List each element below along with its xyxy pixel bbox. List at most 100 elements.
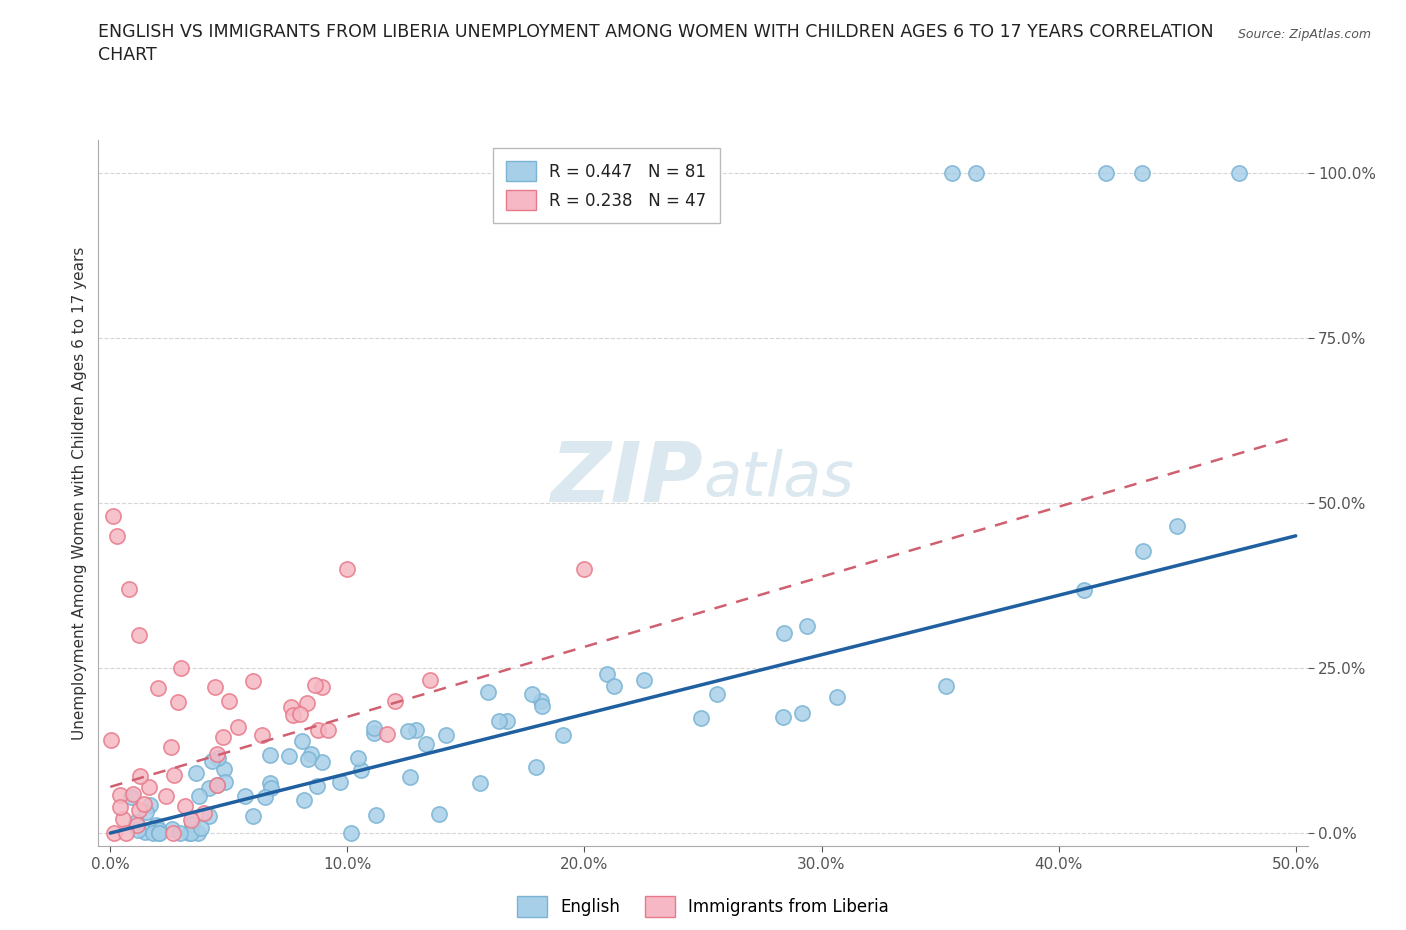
Point [405, 723, 427, 737]
Point [204, 679, 226, 694]
Point [292, 792, 315, 807]
Point [283, 708, 305, 723]
Point [477, 684, 499, 699]
Point [163, 767, 186, 782]
Point [690, 711, 713, 725]
Point [260, 780, 283, 795]
Point [121, 786, 143, 801]
Point [522, 686, 544, 701]
Point [384, 694, 406, 709]
Point [226, 720, 249, 735]
Point [415, 737, 437, 751]
Point [114, 826, 136, 841]
Point [311, 679, 333, 694]
Point [364, 808, 387, 823]
Point [148, 823, 170, 838]
Point [297, 751, 319, 766]
Point [340, 826, 363, 841]
Point [198, 780, 221, 795]
Point [201, 753, 224, 768]
Point [336, 562, 359, 577]
Point [329, 775, 352, 790]
Point [174, 799, 197, 814]
Point [155, 788, 177, 803]
Y-axis label: Unemployment Among Women with Children Ages 6 to 17 years: Unemployment Among Women with Children A… [72, 246, 87, 739]
Point [318, 722, 340, 737]
Legend: English, Immigrants from Liberia: English, Immigrants from Liberia [503, 883, 903, 930]
Point [148, 826, 170, 841]
Point [434, 728, 457, 743]
Point [827, 689, 849, 704]
Point [242, 673, 264, 688]
Point [603, 679, 626, 694]
Point [190, 820, 212, 835]
Point [551, 728, 574, 743]
Point [135, 804, 157, 819]
Point [128, 803, 150, 817]
Text: ENGLISH VS IMMIGRANTS FROM LIBERIA UNEMPLOYMENT AMONG WOMEN WITH CHILDREN AGES 6: ENGLISH VS IMMIGRANTS FROM LIBERIA UNEMP… [98, 23, 1213, 41]
Point [103, 826, 125, 841]
Point [105, 528, 128, 543]
Text: atlas: atlas [703, 449, 853, 509]
Point [177, 826, 200, 841]
Point [242, 809, 264, 824]
Point [531, 698, 554, 713]
Point [347, 751, 370, 765]
Point [1130, 166, 1153, 180]
Point [129, 768, 152, 783]
Point [488, 713, 510, 728]
Point [288, 707, 311, 722]
Point [304, 677, 326, 692]
Point [790, 705, 813, 720]
Point [259, 748, 281, 763]
Point [159, 739, 181, 754]
Point [295, 696, 318, 711]
Point [128, 628, 150, 643]
Point [145, 817, 167, 832]
Point [180, 826, 202, 841]
Point [307, 723, 329, 737]
Point [526, 760, 548, 775]
Point [180, 817, 202, 831]
Point [108, 799, 131, 814]
Text: Source: ZipAtlas.com: Source: ZipAtlas.com [1237, 28, 1371, 41]
Point [595, 667, 617, 682]
Text: ZIP: ZIP [550, 438, 703, 519]
Point [108, 787, 131, 802]
Point [146, 681, 169, 696]
Point [363, 726, 385, 741]
Point [396, 724, 419, 738]
Point [125, 817, 148, 832]
Point [278, 749, 301, 764]
Point [187, 826, 209, 841]
Point [142, 826, 165, 841]
Point [1166, 519, 1188, 534]
Point [307, 778, 329, 793]
Point [127, 822, 149, 837]
Point [291, 734, 314, 749]
Point [180, 813, 202, 828]
Point [138, 780, 160, 795]
Point [1073, 583, 1095, 598]
Point [125, 815, 148, 830]
Point [941, 166, 963, 180]
Point [772, 626, 794, 641]
Point [250, 727, 273, 742]
Point [633, 672, 655, 687]
Point [427, 806, 450, 821]
Point [935, 679, 957, 694]
Point [253, 790, 276, 804]
Point [530, 693, 553, 708]
Point [132, 797, 155, 812]
Point [212, 729, 235, 744]
Point [167, 695, 190, 710]
Point [363, 721, 385, 736]
Point [188, 789, 211, 804]
Point [101, 509, 124, 524]
Point [205, 777, 228, 792]
Point [205, 747, 228, 762]
Point [419, 672, 441, 687]
Point [198, 809, 221, 824]
Point [218, 694, 240, 709]
Point [148, 826, 170, 841]
